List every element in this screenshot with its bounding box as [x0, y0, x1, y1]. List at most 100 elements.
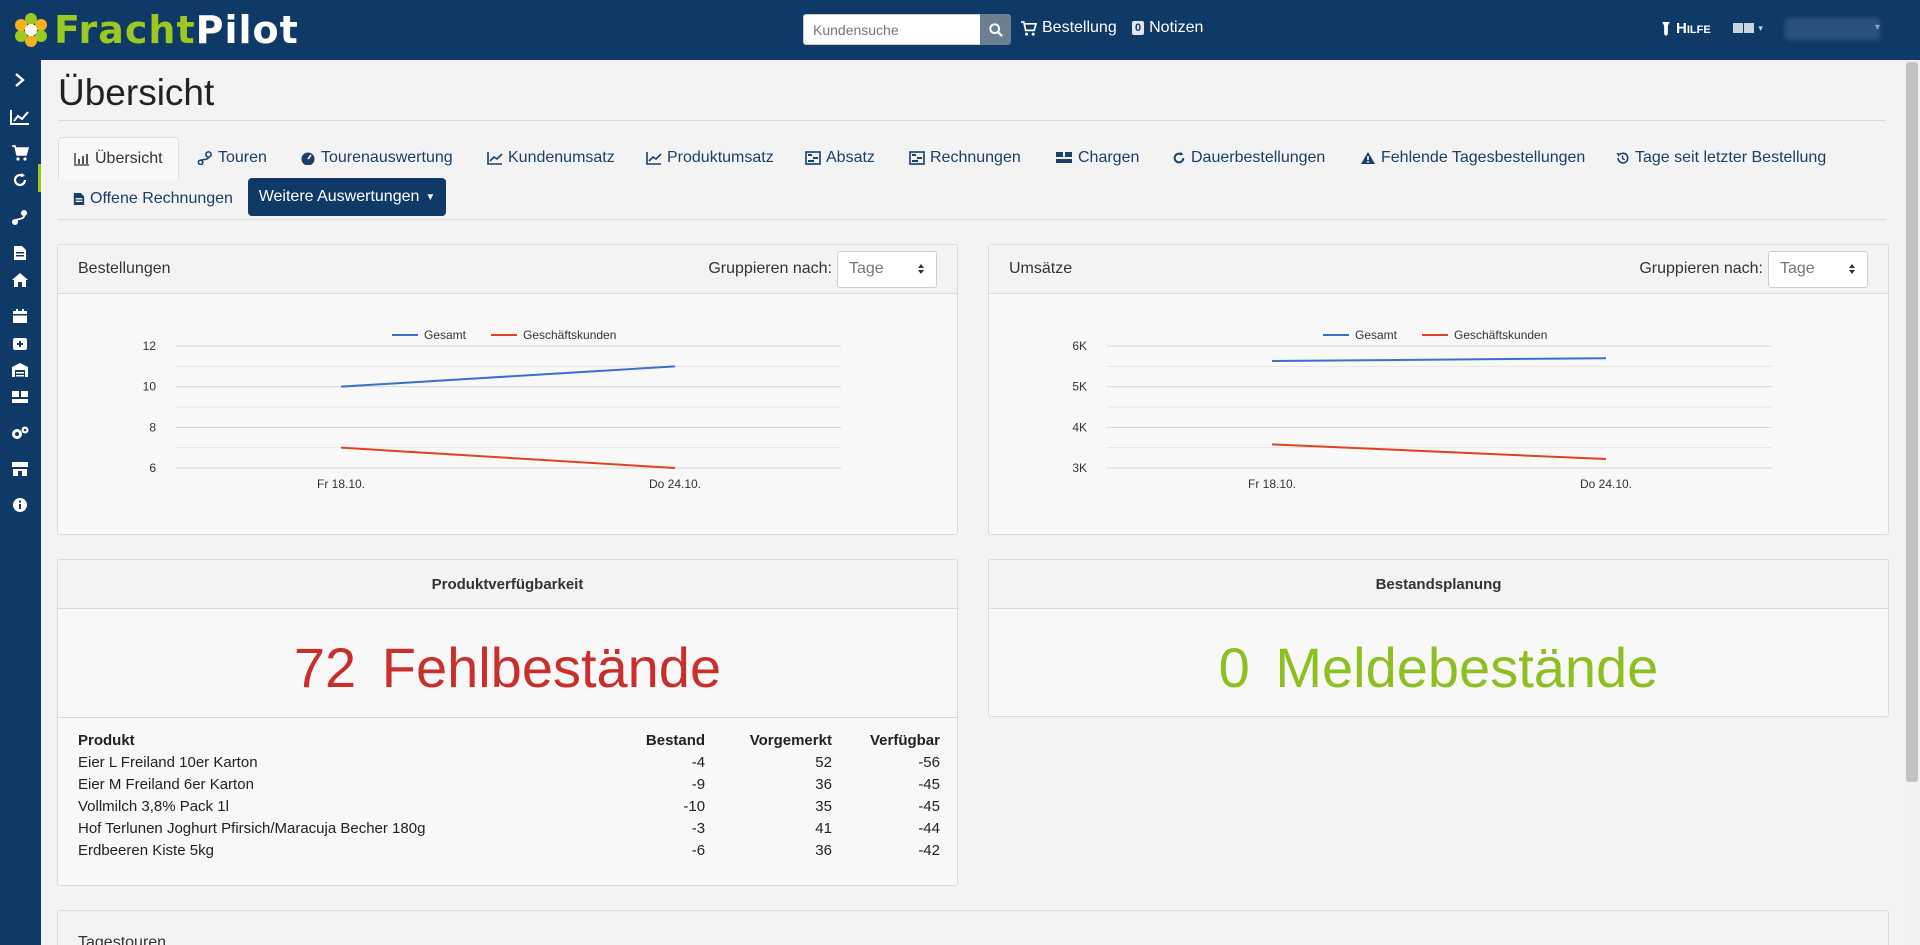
order-link[interactable]: Bestellung: [1020, 19, 1117, 37]
language-switcher[interactable]: ▾: [1733, 22, 1763, 37]
tab-tour-analysis[interactable]: Tourenauswertung: [300, 149, 453, 167]
tab-product-revenue-label: Produktumsatz: [667, 149, 774, 166]
cell-available: -45: [918, 776, 940, 793]
cell-stock: -9: [691, 776, 706, 793]
revenue-card-header: Umsätze Gruppieren nach: Tage: [989, 245, 1888, 294]
notes-link[interactable]: 0 Notizen: [1132, 19, 1203, 37]
tab-tour-analysis-label: Tourenauswertung: [321, 149, 453, 166]
user-menu[interactable]: [1785, 18, 1880, 40]
line-chart-icon: [487, 152, 503, 165]
logo-text-part1: Fracht: [54, 8, 196, 52]
tab-batches[interactable]: Chargen: [1055, 149, 1139, 167]
legend-label[interactable]: Gesamt: [1355, 328, 1398, 342]
series-line-geschaeftskunden[interactable]: [340, 446, 676, 469]
y-tick-label: 3K: [1072, 461, 1087, 475]
sidebar-store-icon[interactable]: [10, 459, 30, 479]
availability-card-title: Produktverfügbarkeit: [431, 575, 584, 593]
order-label: Bestellung: [1042, 19, 1117, 36]
revenue-card: Umsätze Gruppieren nach: Tage 6K 5K 4K 3K Fr…: [988, 244, 1889, 535]
history-icon: [1616, 152, 1629, 164]
table-row[interactable]: Eier M Freiland 6er Karton -9 36 -45: [78, 774, 940, 796]
app-logo[interactable]: FrachtPilot: [14, 8, 299, 52]
tab-invoices[interactable]: Rechnungen: [909, 149, 1021, 167]
caret-down-icon: ▼: [425, 191, 436, 203]
sidebar-calendar-icon[interactable]: [10, 306, 30, 326]
tab-sales[interactable]: Absatz: [805, 149, 875, 167]
series-line-gesamt[interactable]: [340, 365, 676, 388]
tab-customer-revenue[interactable]: Kundenumsatz: [487, 149, 615, 167]
tab-product-revenue[interactable]: Produktumsatz: [646, 149, 774, 167]
cell-available: -45: [918, 798, 940, 815]
sidebar-warehouse-icon[interactable]: [10, 360, 30, 380]
sidebar: [0, 60, 41, 945]
sidebar-home-icon[interactable]: [10, 270, 30, 290]
table-row[interactable]: Erdbeeren Kiste 5kg -6 36 -42: [78, 840, 940, 862]
legend-label[interactable]: Geschäftskunden: [523, 328, 616, 342]
page-scrollbar-thumb[interactable]: [1906, 62, 1918, 782]
more-analyses-dropdown[interactable]: Weitere Auswertungen ▼: [248, 178, 446, 216]
sidebar-refresh-icon[interactable]: [10, 170, 30, 190]
sidebar-route-icon[interactable]: [10, 207, 30, 227]
logo-mark-icon: [14, 13, 48, 47]
sidebar-cart-icon[interactable]: [10, 143, 30, 163]
orders-card-title: Bestellungen: [78, 260, 171, 277]
cell-reserved: 35: [815, 798, 832, 815]
stock-planning-card-title: Bestandsplanung: [1375, 575, 1502, 593]
column-header-product: Produkt: [78, 732, 135, 749]
series-line-geschaeftskunden[interactable]: [1271, 443, 1607, 461]
daily-tours-card-header: Tagestouren: [58, 911, 1888, 945]
sidebar-pallets-icon[interactable]: [10, 387, 30, 407]
help-link[interactable]: Hilfe: [1660, 20, 1711, 37]
customer-search-input[interactable]: [803, 14, 981, 45]
y-tick-label: 10: [143, 380, 157, 394]
legend-label[interactable]: Gesamt: [424, 328, 467, 342]
search-button[interactable]: [980, 14, 1011, 45]
legend-label[interactable]: Geschäftskunden: [1454, 328, 1547, 342]
sidebar-dashboard-icon[interactable]: [10, 107, 30, 127]
reorder-label: Meldebestände: [1275, 636, 1659, 699]
gauge-icon: [301, 152, 315, 165]
line-chart-icon: [646, 152, 662, 165]
table-row[interactable]: Hof Terlunen Joghurt Pfirsich/Maracuja B…: [78, 818, 940, 840]
tab-missing-daily-orders[interactable]: Fehlende Tagesbestellungen: [1360, 149, 1585, 167]
column-header-available: Verfügbar: [869, 732, 940, 749]
reorder-stat[interactable]: 0 Meldebestände: [989, 609, 1888, 700]
sidebar-document-icon[interactable]: [10, 243, 30, 263]
tab-standing-orders[interactable]: Dauerbestellungen: [1172, 149, 1325, 167]
warning-icon: [1361, 152, 1375, 164]
cell-product: Eier M Freiland 6er Karton: [78, 776, 254, 793]
y-tick-label: 6: [149, 461, 156, 475]
shortage-count: 72: [293, 636, 357, 699]
sidebar-settings-icon[interactable]: [10, 423, 30, 443]
shortage-table: Produkt Bestand Vorgemerkt Verfügbar Eie…: [78, 730, 940, 862]
column-header-stock: Bestand: [645, 732, 706, 749]
orders-group-by-select[interactable]: Tage: [837, 250, 937, 288]
sidebar-expand-icon[interactable]: [10, 70, 30, 90]
revenue-group-by-select[interactable]: Tage: [1768, 250, 1868, 288]
sidebar-medkit-icon[interactable]: [10, 333, 30, 353]
logo-text-part2: Pilot: [195, 8, 299, 52]
x-tick-label: Fr 18.10.: [317, 477, 365, 491]
help-icon: [1662, 21, 1670, 36]
tab-missing-daily-orders-label: Fehlende Tagesbestellungen: [1381, 149, 1586, 166]
shortage-stat[interactable]: 72 Fehlbestände: [58, 609, 957, 700]
tab-overview[interactable]: Übersicht: [58, 137, 179, 180]
series-line-gesamt[interactable]: [1271, 357, 1607, 363]
y-tick-label: 6K: [1072, 339, 1087, 353]
tab-tours[interactable]: Touren: [197, 149, 267, 167]
tab-sales-label: Absatz: [826, 149, 875, 166]
sidebar-info-icon[interactable]: [10, 495, 30, 515]
user-chevron-down-icon: ▾: [1875, 22, 1881, 33]
table-row[interactable]: Vollmilch 3,8% Pack 1l -10 35 -45: [78, 796, 940, 818]
orders-line-chart: 12 10 8 6 Fr 18.10. Do 24.10. Gesamt Geschäftsk…: [143, 328, 841, 491]
tab-open-invoices[interactable]: Offene Rechnungen: [73, 190, 233, 208]
sort-arrows-icon: [1849, 264, 1855, 274]
pallets-icon: [1056, 152, 1072, 163]
cell-product: Vollmilch 3,8% Pack 1l: [78, 798, 229, 815]
tab-overview-label: Übersicht: [95, 149, 163, 167]
help-label: Hilfe: [1676, 20, 1711, 37]
tab-standing-orders-label: Dauerbestellungen: [1191, 149, 1326, 166]
tab-days-since-order[interactable]: Tage seit letzter Bestellung: [1615, 149, 1826, 167]
table-row[interactable]: Eier L Freiland 10er Karton -4 52 -56: [78, 752, 940, 774]
column-header-reserved: Vorgemerkt: [749, 732, 832, 749]
